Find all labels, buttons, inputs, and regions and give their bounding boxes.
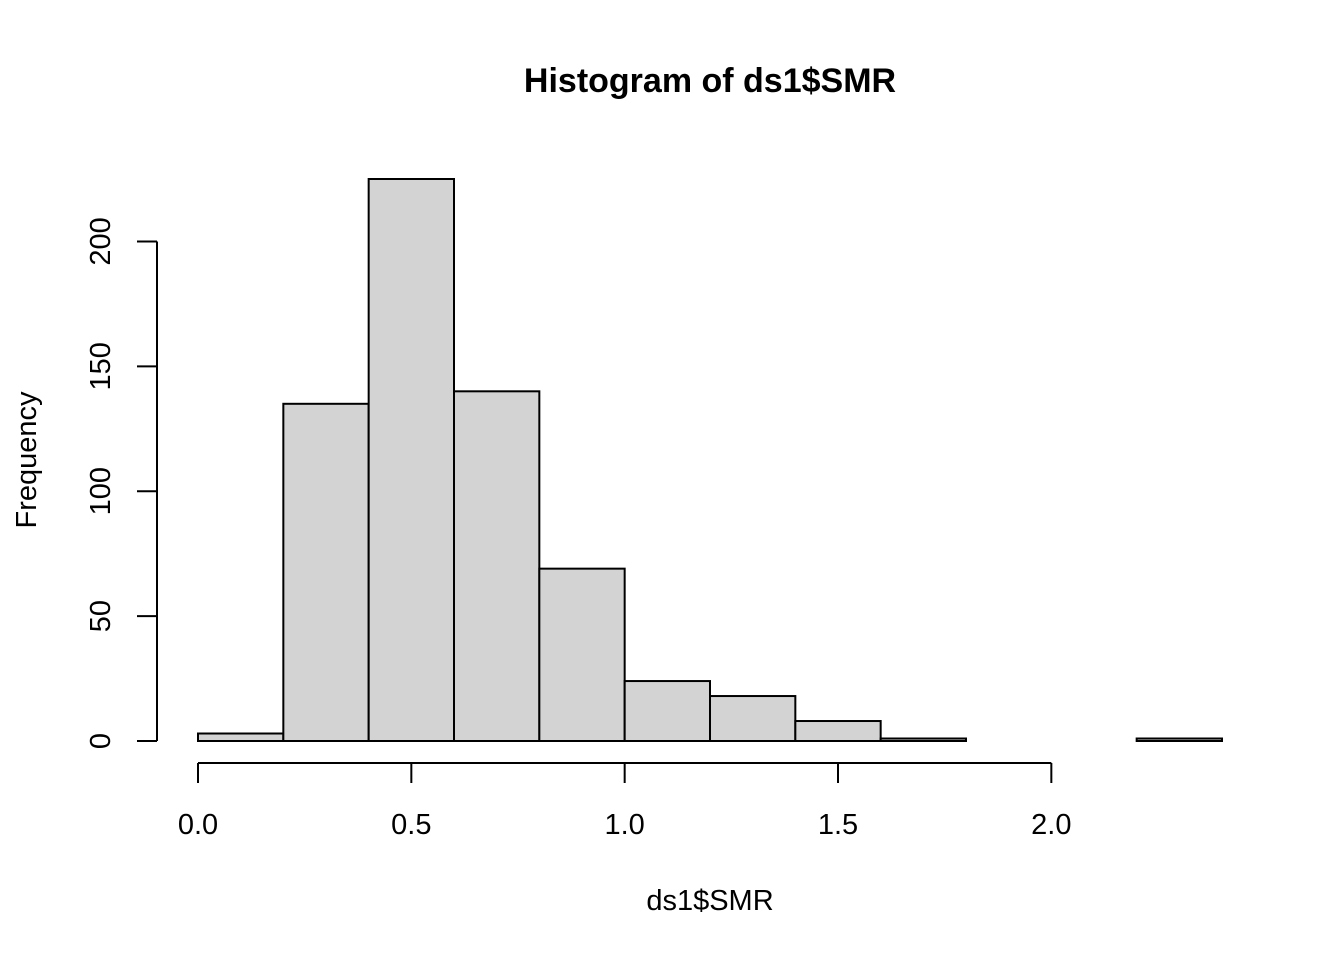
y-tick-label-2: 100 [85, 467, 117, 515]
y-tick-label-4: 200 [85, 217, 117, 265]
histogram-bar-11 [1135, 737, 1223, 742]
x-axis-label: ds1$SMR [646, 885, 773, 917]
x-tick-label-3: 1.5 [818, 809, 858, 841]
histogram-bar-6 [709, 695, 797, 742]
histogram-bar-7 [794, 720, 882, 742]
chart-title: Histogram of ds1$SMR [524, 62, 896, 100]
histogram-bar-2 [367, 178, 455, 742]
histogram-bar-4 [538, 567, 626, 742]
bars-group [197, 178, 1223, 743]
x-axis: 0.0 0.5 1.0 1.5 2.0 [178, 762, 1071, 841]
histogram-bar-3 [453, 390, 541, 742]
histogram-bar-5 [623, 680, 712, 743]
y-tick-label-1: 50 [85, 600, 117, 632]
y-tick-label-0: 0 [85, 733, 117, 749]
y-tick-label-3: 150 [85, 342, 117, 390]
x-tick-label-1: 0.5 [391, 809, 431, 841]
histogram-bar-0 [197, 732, 285, 742]
x-tick-label-4: 2.0 [1031, 809, 1071, 841]
y-axis-label: Frequency [11, 391, 43, 529]
histogram-bar-8 [879, 737, 968, 742]
x-tick-label-0: 0.0 [178, 809, 218, 841]
histogram-bar-1 [282, 402, 370, 742]
x-tick-label-2: 1.0 [605, 809, 645, 841]
y-axis: 0 50 100 150 200 [85, 217, 158, 749]
